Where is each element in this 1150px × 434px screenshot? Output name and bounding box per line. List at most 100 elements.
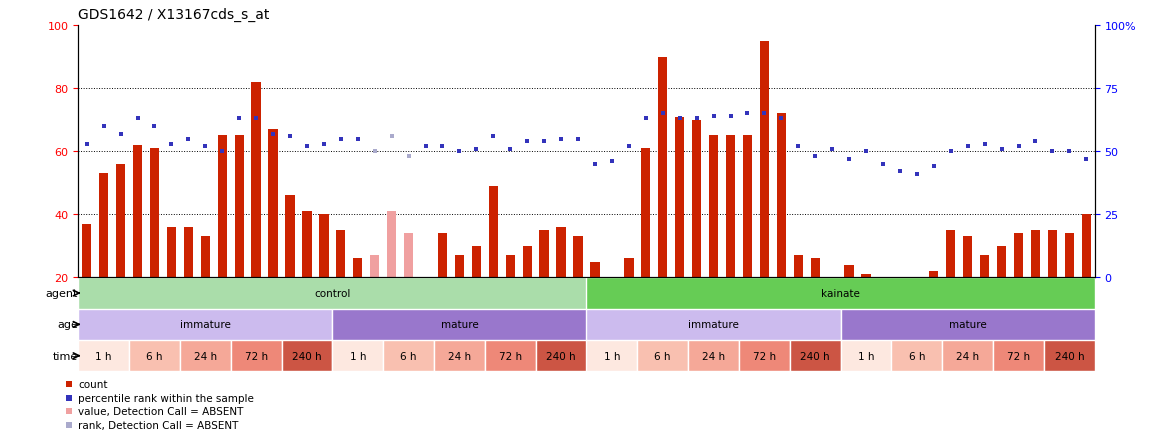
Bar	[116, 164, 125, 278]
Bar	[78, 340, 129, 372]
Bar	[133, 146, 143, 278]
Bar	[184, 227, 193, 278]
Bar	[675, 117, 684, 278]
Bar	[1030, 230, 1040, 278]
Bar	[336, 230, 345, 278]
Text: 72 h: 72 h	[1007, 351, 1030, 361]
Bar	[506, 256, 515, 278]
Bar	[708, 136, 719, 278]
Bar	[235, 136, 244, 278]
Bar	[739, 340, 790, 372]
Bar	[896, 278, 905, 297]
Text: 24 h: 24 h	[702, 351, 726, 361]
Bar	[167, 227, 176, 278]
Bar	[454, 256, 465, 278]
Bar	[404, 233, 413, 278]
Bar	[776, 114, 785, 278]
Bar	[980, 256, 989, 278]
Bar	[642, 149, 651, 278]
Bar	[624, 259, 634, 278]
Bar	[942, 340, 994, 372]
Bar	[997, 247, 1006, 278]
Bar	[726, 136, 735, 278]
Bar	[828, 278, 837, 293]
Bar	[332, 309, 586, 340]
Text: immature: immature	[179, 320, 231, 329]
Bar	[1082, 215, 1091, 278]
Bar	[586, 309, 841, 340]
Bar	[353, 259, 362, 278]
Bar	[320, 215, 329, 278]
Bar	[994, 340, 1044, 372]
Text: 1 h: 1 h	[95, 351, 112, 361]
Bar	[637, 340, 688, 372]
Bar	[1014, 233, 1024, 278]
Bar	[891, 340, 942, 372]
Text: GDS1642 / X13167cds_s_at: GDS1642 / X13167cds_s_at	[78, 7, 269, 22]
Text: 1 h: 1 h	[858, 351, 874, 361]
Bar	[438, 233, 447, 278]
Bar	[522, 247, 531, 278]
Bar	[1048, 230, 1057, 278]
Bar	[99, 174, 108, 278]
Bar	[743, 136, 752, 278]
Text: agent: agent	[46, 289, 78, 298]
Bar	[929, 272, 938, 278]
Bar	[574, 237, 583, 278]
Text: control: control	[314, 289, 351, 298]
Bar	[879, 278, 888, 293]
Text: mature: mature	[949, 320, 987, 329]
Bar	[472, 247, 481, 278]
Bar	[557, 227, 566, 278]
Text: mature: mature	[440, 320, 478, 329]
Text: 6 h: 6 h	[654, 351, 670, 361]
Text: immature: immature	[688, 320, 739, 329]
Bar	[688, 340, 739, 372]
Text: 1 h: 1 h	[350, 351, 366, 361]
Bar	[282, 340, 332, 372]
Text: 6 h: 6 h	[400, 351, 416, 361]
Bar	[82, 224, 91, 278]
Bar	[268, 130, 277, 278]
Bar	[760, 42, 769, 278]
Bar	[179, 340, 231, 372]
Bar	[590, 262, 599, 278]
Bar	[129, 340, 179, 372]
Text: rank, Detection Call = ABSENT: rank, Detection Call = ABSENT	[78, 420, 238, 430]
Text: 72 h: 72 h	[499, 351, 522, 361]
Bar	[217, 136, 227, 278]
Bar	[536, 340, 586, 372]
Bar	[78, 309, 332, 340]
Bar	[539, 230, 549, 278]
Text: 240 h: 240 h	[546, 351, 576, 361]
Text: 240 h: 240 h	[292, 351, 322, 361]
Bar	[586, 340, 637, 372]
Bar	[421, 278, 430, 338]
Bar	[252, 82, 261, 278]
Bar	[1065, 233, 1074, 278]
Bar	[790, 340, 841, 372]
Text: 72 h: 72 h	[245, 351, 268, 361]
Text: 24 h: 24 h	[193, 351, 217, 361]
Bar	[485, 340, 536, 372]
Text: 240 h: 240 h	[1055, 351, 1084, 361]
Bar	[861, 275, 871, 278]
Bar	[841, 309, 1095, 340]
Bar	[370, 256, 380, 278]
Bar	[841, 340, 891, 372]
Text: 24 h: 24 h	[956, 351, 980, 361]
Bar	[607, 278, 616, 281]
Bar	[912, 278, 921, 281]
Bar	[489, 187, 498, 278]
Bar	[844, 265, 853, 278]
Text: 6 h: 6 h	[908, 351, 925, 361]
Bar	[388, 212, 397, 278]
Text: 240 h: 240 h	[800, 351, 830, 361]
Bar	[963, 237, 973, 278]
Bar	[383, 340, 434, 372]
Bar	[1044, 340, 1095, 372]
Bar	[586, 278, 1095, 309]
Bar	[692, 121, 702, 278]
Text: age: age	[58, 320, 78, 329]
Bar	[811, 259, 820, 278]
